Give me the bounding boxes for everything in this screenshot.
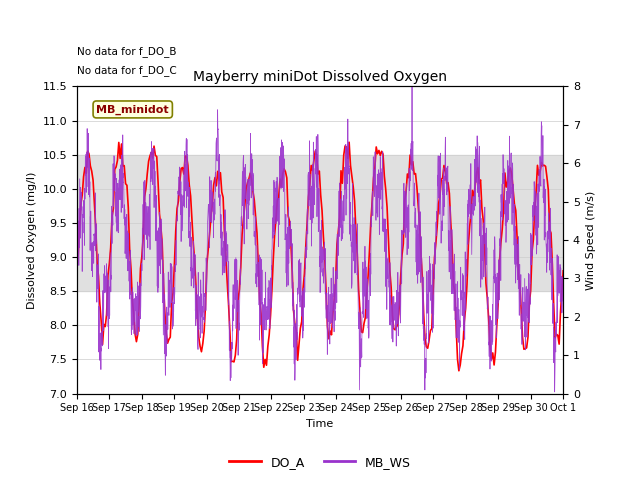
- Legend: DO_A, MB_WS: DO_A, MB_WS: [224, 451, 416, 474]
- Bar: [77, 155, 563, 291]
- Text: No data for f_DO_C: No data for f_DO_C: [77, 65, 177, 76]
- Text: No data for f_DO_B: No data for f_DO_B: [77, 47, 176, 58]
- Title: Mayberry miniDot Dissolved Oxygen: Mayberry miniDot Dissolved Oxygen: [193, 70, 447, 84]
- Text: MB_minidot: MB_minidot: [97, 104, 169, 115]
- Y-axis label: Wind Speed (m/s): Wind Speed (m/s): [586, 191, 596, 289]
- Y-axis label: Dissolved Oxygen (mg/l): Dissolved Oxygen (mg/l): [27, 171, 37, 309]
- X-axis label: Time: Time: [307, 419, 333, 429]
